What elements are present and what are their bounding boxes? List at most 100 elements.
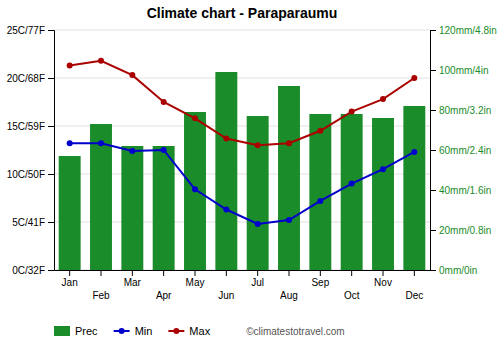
marker bbox=[380, 96, 386, 102]
tick-mark bbox=[48, 78, 54, 79]
tick-mark bbox=[430, 190, 436, 191]
marker bbox=[223, 207, 229, 213]
tick-label: 5C/41F bbox=[12, 217, 45, 228]
tick: 0mm/0in bbox=[430, 265, 477, 276]
marker bbox=[192, 115, 198, 121]
tick-mark bbox=[430, 110, 436, 111]
tick: Nov bbox=[374, 270, 392, 288]
y-axis: 0C/32F5C/41F10C/50F15C/59F20C/68F25C/77F bbox=[7, 25, 55, 276]
chart: 0C/32F5C/41F10C/50F15C/59F20C/68F25C/77F… bbox=[0, 0, 500, 350]
marker bbox=[349, 181, 355, 187]
tick-mark bbox=[383, 270, 384, 276]
legend: PrecMinMax bbox=[54, 325, 211, 337]
marker bbox=[192, 186, 198, 192]
tick: 100mm/4in bbox=[430, 65, 488, 76]
tick-label: 15C/59F bbox=[7, 121, 45, 132]
tick: 25C/77F bbox=[7, 25, 54, 36]
legend-marker bbox=[119, 328, 125, 334]
legend-marker bbox=[173, 328, 179, 334]
tick-label: Sep bbox=[311, 277, 329, 288]
tick-label: Nov bbox=[374, 277, 392, 288]
tick-mark bbox=[101, 270, 102, 276]
marker bbox=[255, 221, 261, 227]
tick-mark bbox=[430, 30, 436, 31]
tick-label: 25C/77F bbox=[7, 25, 45, 36]
marker bbox=[411, 75, 417, 81]
tick-label: 20C/68F bbox=[7, 73, 45, 84]
tick-mark bbox=[48, 174, 54, 175]
grid bbox=[54, 30, 430, 270]
marker bbox=[286, 217, 292, 223]
tick: Feb bbox=[92, 270, 110, 301]
bar bbox=[215, 72, 237, 270]
tick: 20mm/0.8in bbox=[430, 225, 491, 236]
tick-mark bbox=[430, 270, 436, 271]
tick-mark bbox=[48, 222, 54, 223]
tick-mark bbox=[226, 270, 227, 276]
y2-axis: 0mm/0in 20mm/0.8in 40mm/1.6in 60mm/2.4in 80m… bbox=[430, 25, 497, 276]
title: Climate chart - Paraparaumu bbox=[147, 5, 338, 21]
bar bbox=[184, 112, 206, 270]
marker bbox=[255, 142, 261, 148]
tick-mark bbox=[257, 270, 258, 276]
tick-label: Jan bbox=[62, 277, 78, 288]
tick: Apr bbox=[156, 270, 172, 301]
tick: Aug bbox=[280, 270, 298, 301]
tick-mark bbox=[48, 30, 54, 31]
marker bbox=[67, 140, 73, 146]
bar bbox=[341, 114, 363, 270]
tick: May bbox=[186, 270, 205, 288]
tick-mark bbox=[69, 270, 70, 276]
marker bbox=[98, 58, 104, 64]
tick: 40mm/1.6in bbox=[430, 185, 491, 196]
bar bbox=[309, 114, 331, 270]
bar bbox=[153, 146, 175, 270]
tick-label: 0mm/0in bbox=[439, 265, 477, 276]
bar bbox=[372, 118, 394, 270]
plot: 0C/32F5C/41F10C/50F15C/59F20C/68F25C/77F… bbox=[7, 25, 497, 301]
tick-label: 20mm/0.8in bbox=[439, 225, 491, 236]
marker bbox=[317, 128, 323, 134]
tick-mark bbox=[320, 270, 321, 276]
tick-label: 60mm/2.4in bbox=[439, 145, 491, 156]
tick-label: 80mm/3.2in bbox=[439, 105, 491, 116]
tick-label: Oct bbox=[344, 290, 360, 301]
bar bbox=[59, 156, 81, 270]
annotation: ©climatestotravel.com bbox=[246, 326, 345, 337]
tick-label: 40mm/1.6in bbox=[439, 185, 491, 196]
tick-label: Feb bbox=[92, 290, 110, 301]
legend-item: Max bbox=[168, 325, 210, 337]
marker bbox=[161, 147, 167, 153]
tick: 0C/32F bbox=[12, 265, 54, 276]
tick-label: Dec bbox=[405, 290, 423, 301]
tick: 5C/41F bbox=[12, 217, 54, 228]
tick: 120mm/4.8in bbox=[430, 25, 497, 36]
grid-line bbox=[54, 30, 430, 31]
tick-mark bbox=[414, 270, 415, 276]
legend-label: Max bbox=[189, 325, 210, 337]
tick-mark bbox=[289, 270, 290, 276]
bar bbox=[247, 116, 269, 270]
tick: 15C/59F bbox=[7, 121, 54, 132]
tick-label: Mar bbox=[124, 277, 142, 288]
tick-mark bbox=[430, 150, 436, 151]
tick: Sep bbox=[311, 270, 329, 288]
tick-label: 100mm/4in bbox=[439, 65, 488, 76]
tick-mark bbox=[132, 270, 133, 276]
tick-mark bbox=[195, 270, 196, 276]
tick: Dec bbox=[405, 270, 423, 301]
tick-mark bbox=[430, 230, 436, 231]
axis-line bbox=[55, 270, 431, 271]
tick: Jun bbox=[218, 270, 234, 301]
tick: 20C/68F bbox=[7, 73, 54, 84]
tick: 60mm/2.4in bbox=[430, 145, 491, 156]
line bbox=[70, 143, 415, 224]
marker bbox=[98, 140, 104, 146]
marker bbox=[380, 166, 386, 172]
marker bbox=[67, 63, 73, 69]
legend-swatch bbox=[54, 326, 70, 336]
bar bbox=[278, 86, 300, 270]
tick-mark bbox=[351, 270, 352, 276]
legend-item: Min bbox=[114, 325, 153, 337]
tick-label: Apr bbox=[156, 290, 172, 301]
